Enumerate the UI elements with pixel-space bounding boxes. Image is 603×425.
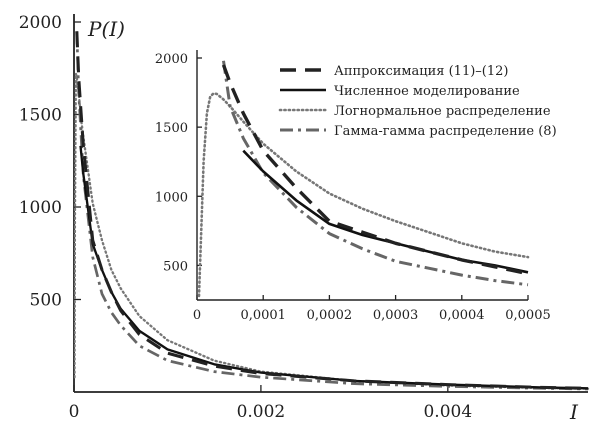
- inset-series-gamma-line: [222, 60, 529, 287]
- main-y-tick-label: 1000: [19, 198, 62, 218]
- inset-y-tick-label: 500: [163, 259, 188, 274]
- legend-label-numerical: Численное моделирование: [334, 84, 520, 99]
- main-x-tick-label: 0.002: [237, 402, 286, 422]
- main-series-approx-line: [75, 31, 589, 390]
- main-series-numerical-line: [79, 145, 589, 390]
- inset-y-tick-label: 1000: [155, 190, 188, 205]
- inset-y-tick-label: 1500: [155, 121, 188, 136]
- main-x-axis-label: I: [569, 400, 579, 424]
- inset-x-tick-label: 0,0001: [240, 308, 286, 323]
- inset-series-approx-line: [221, 64, 529, 276]
- inset-series-numerical-line: [242, 149, 529, 274]
- main-y-axis-label: P(I): [87, 17, 125, 41]
- inset-x-tick-label: 0,0003: [373, 308, 419, 323]
- main-y-tick-label: 2000: [19, 13, 62, 33]
- inset-x-tick-label: 0,0002: [307, 308, 353, 323]
- main-x-tick-label: 0: [69, 402, 80, 422]
- inset-x-tick-label: 0: [193, 308, 201, 323]
- main-y-tick-label: 500: [30, 291, 62, 311]
- inset-y-tick-label: 2000: [155, 52, 188, 67]
- legend-label-approx: Аппроксимация (11)–(12): [334, 64, 508, 79]
- legend-label-gamma: Гамма-гамма распределение (8): [334, 124, 557, 139]
- legend-label-lognormal: Логнормальное распределение: [334, 104, 551, 119]
- main-y-tick-label: 1500: [19, 106, 62, 126]
- inset-series-lognormal-line: [197, 92, 530, 298]
- main-chart: 0 0.002 0.004 500 1000 1500 2000 P(I) I: [19, 13, 590, 424]
- inset-background: [197, 50, 534, 300]
- inset-x-tick-label: 0,0005: [505, 308, 551, 323]
- main-x-tick-label: 0.004: [423, 402, 472, 422]
- inset-x-tick-label: 0,0004: [439, 308, 485, 323]
- inset-chart: 0 0,0001 0,0002 0,0003 0,0004 0,0005 500 1000 15…: [155, 50, 557, 323]
